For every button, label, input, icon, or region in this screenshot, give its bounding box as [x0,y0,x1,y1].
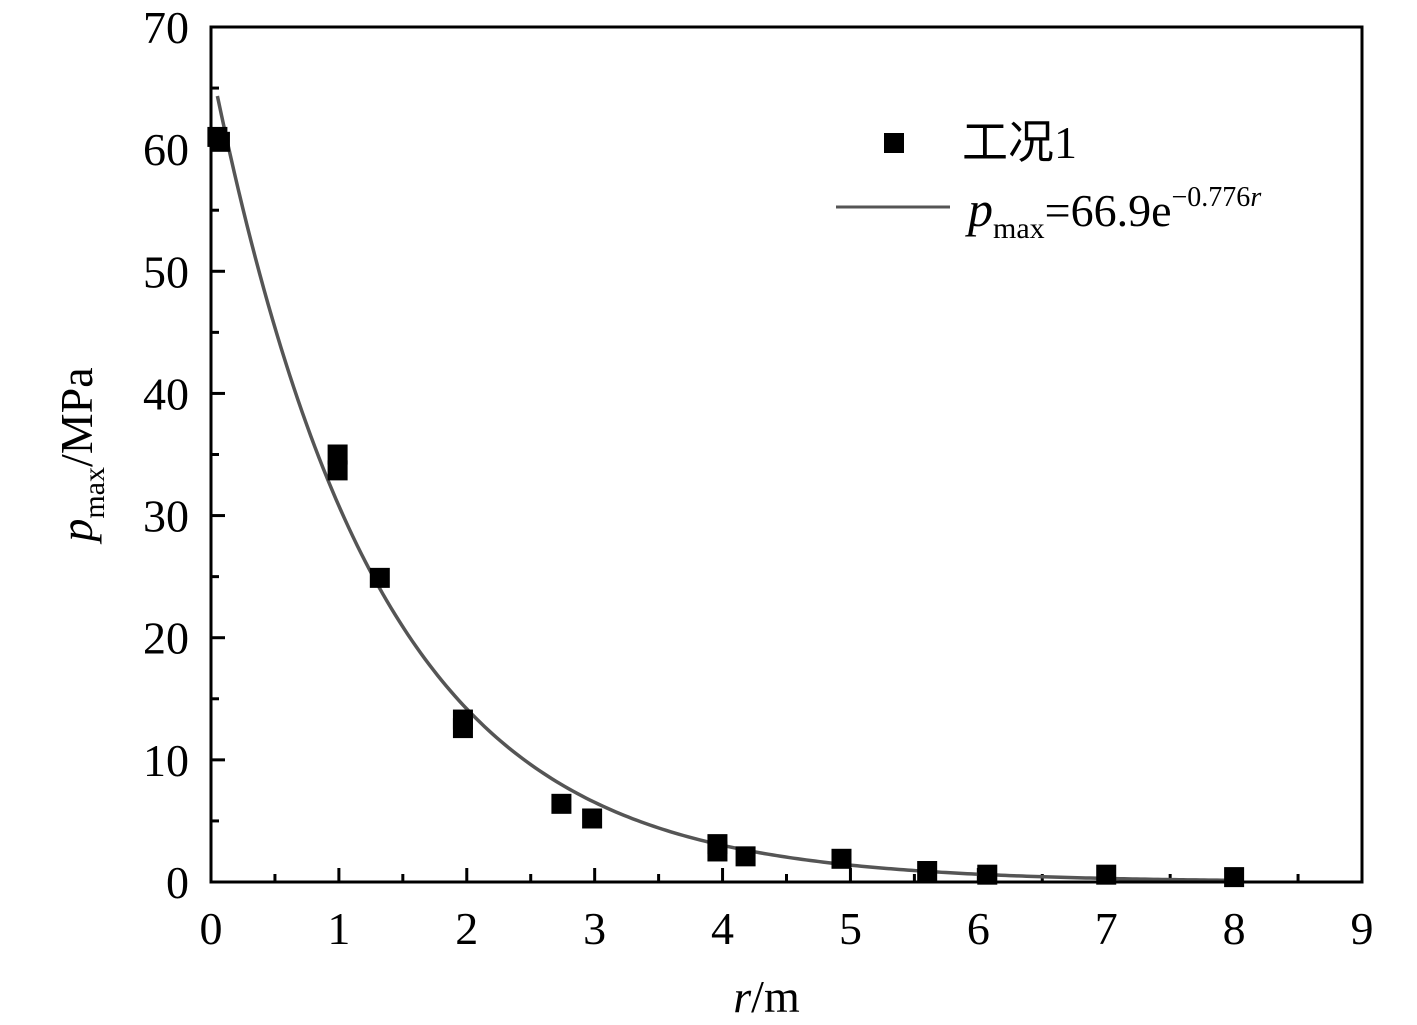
data-point [551,793,572,814]
legend-fit-exp: −0.776 [1172,182,1251,213]
y-tick-label: 50 [143,246,189,297]
legend-fit-sub: max [993,212,1045,245]
x-tick-label: 4 [711,903,734,954]
legend-fit-label: pmax=66.9e−0.776r [965,181,1261,245]
y-axis-var: p [51,519,102,545]
legend-scatter-marker [884,133,904,153]
legend-fit-exp-var: r [1250,182,1261,213]
y-tick-label: 40 [143,368,189,419]
data-point [1096,864,1117,885]
x-axis-title: r/m [733,971,800,1020]
data-point [369,567,390,588]
x-tick-label: 9 [1351,903,1374,954]
y-tick-label: 0 [166,857,189,908]
y-axis-sub: max [78,467,111,519]
data-point [917,861,938,882]
x-axis-unit: /m [751,971,800,1020]
y-tick-label: 70 [143,2,189,53]
data-point [831,848,852,869]
y-tick-label: 10 [143,735,189,786]
data-point [977,864,998,885]
data-point [582,808,603,829]
x-tick-label: 7 [1095,903,1118,954]
x-tick-label: 5 [839,903,862,954]
x-tick-label: 1 [327,903,350,954]
x-tick-label: 8 [1223,903,1246,954]
data-point [1224,867,1245,888]
data-point [327,460,348,481]
y-axis-unit: /MPa [51,367,102,467]
legend-fit-eq: =66.9e [1045,185,1172,236]
y-tick-label: 20 [143,613,189,664]
data-point [707,841,728,862]
data-point [209,131,230,152]
x-tick-label: 3 [583,903,606,954]
legend-scatter-label: 工况1 [962,117,1077,168]
data-point [452,718,473,739]
x-tick-label: 2 [455,903,478,954]
legend-fit-var: p [965,181,993,237]
x-tick-label: 6 [967,903,990,954]
plot-frame [209,25,1364,884]
y-tick-label: 60 [143,124,189,175]
x-tick-label: 0 [200,903,223,954]
y-axis-title: pmax/MPa [51,367,111,544]
points-layer [207,126,1245,888]
y-tick-label: 30 [143,491,189,542]
x-axis-var: r [733,971,752,1020]
legend: 工况1 pmax=66.9e−0.776r [836,117,1261,245]
data-point [735,846,756,867]
data-point [327,444,348,465]
